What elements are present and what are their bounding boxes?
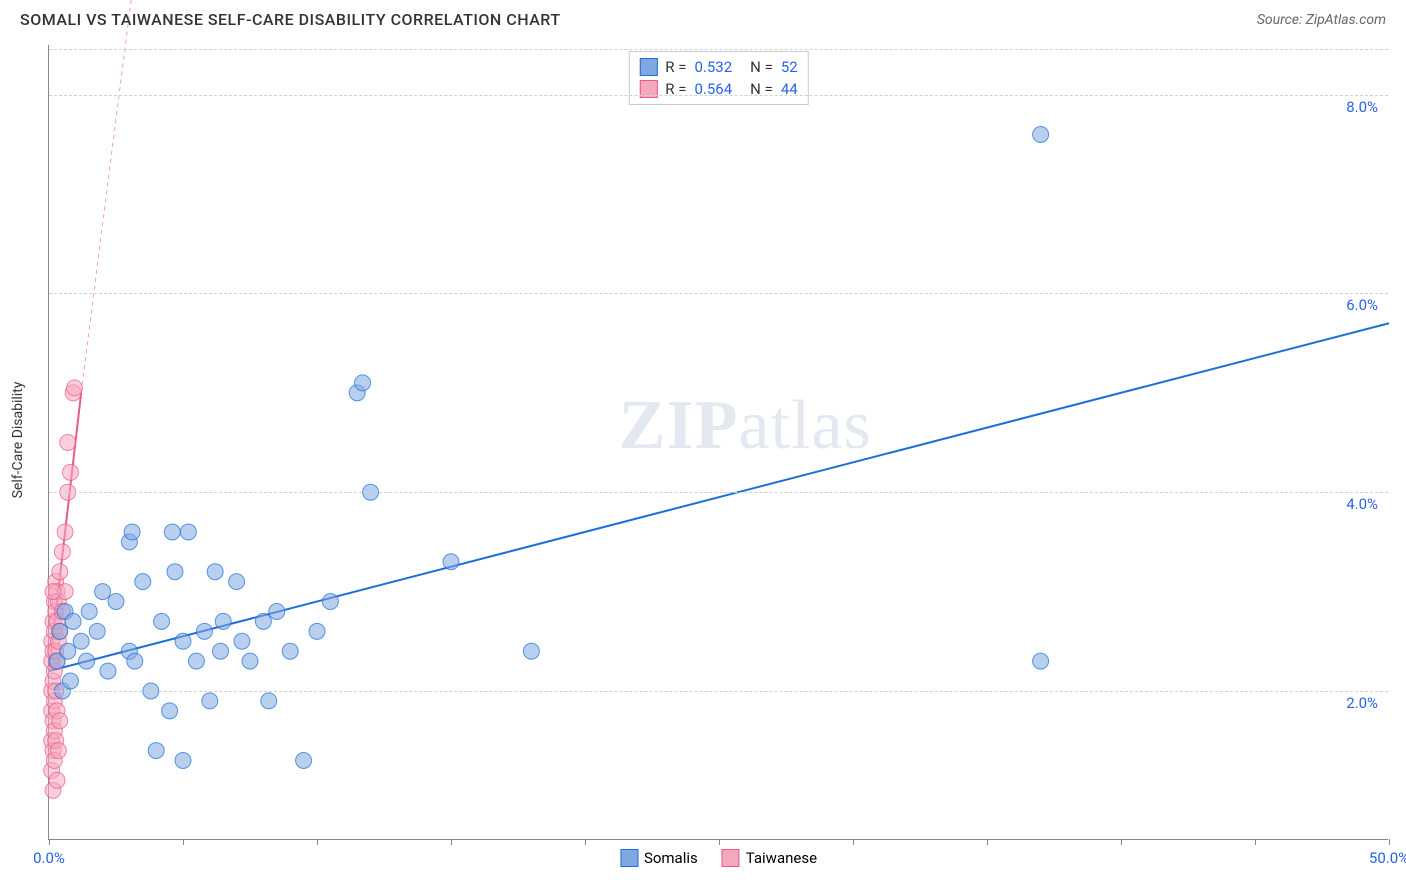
x-tick <box>987 839 988 845</box>
y-axis-label: Self-Care Disability <box>10 382 26 499</box>
chart-header: SOMALI VS TAIWANESE SELF-CARE DISABILITY… <box>0 0 1406 35</box>
swatch-taiwanese <box>722 849 740 867</box>
legend-item-somalis: Somalis <box>620 849 698 867</box>
x-tick <box>585 839 586 845</box>
x-tick-label: 0.0% <box>33 849 65 867</box>
chart-title: SOMALI VS TAIWANESE SELF-CARE DISABILITY… <box>20 10 561 29</box>
gridline <box>49 492 1388 493</box>
gridline <box>49 691 1388 692</box>
gridline <box>49 95 1388 96</box>
y-tick-label: 8.0% <box>1346 98 1378 116</box>
gridline <box>49 293 1388 294</box>
x-tick <box>317 839 318 845</box>
chart-source: Source: ZipAtlas.com <box>1257 12 1386 28</box>
x-tick <box>183 839 184 845</box>
scatter-svg <box>49 45 1388 839</box>
swatch-somalis <box>620 849 638 867</box>
x-tick <box>451 839 452 845</box>
y-tick-label: 6.0% <box>1346 296 1378 314</box>
x-tick-label: 50.0% <box>1369 849 1406 867</box>
plot-area: ZIPatlas R = 0.532 N = 52 R = 0.564 N = … <box>48 45 1388 840</box>
stats-row-somalis: R = 0.532 N = 52 <box>639 56 797 78</box>
x-tick <box>1121 839 1122 845</box>
swatch-somalis <box>639 58 657 76</box>
x-tick <box>853 839 854 845</box>
x-tick <box>719 839 720 845</box>
y-tick-label: 4.0% <box>1346 495 1378 513</box>
legend-item-taiwanese: Taiwanese <box>722 849 817 867</box>
series-legend: Somalis Taiwanese <box>620 849 817 867</box>
stats-row-taiwanese: R = 0.564 N = 44 <box>639 78 797 100</box>
x-tick <box>49 839 50 845</box>
x-tick <box>1255 839 1256 845</box>
x-tick <box>1389 839 1390 845</box>
stats-legend: R = 0.532 N = 52 R = 0.564 N = 44 <box>628 51 808 105</box>
y-tick-label: 2.0% <box>1346 694 1378 712</box>
gridline <box>49 49 1388 50</box>
